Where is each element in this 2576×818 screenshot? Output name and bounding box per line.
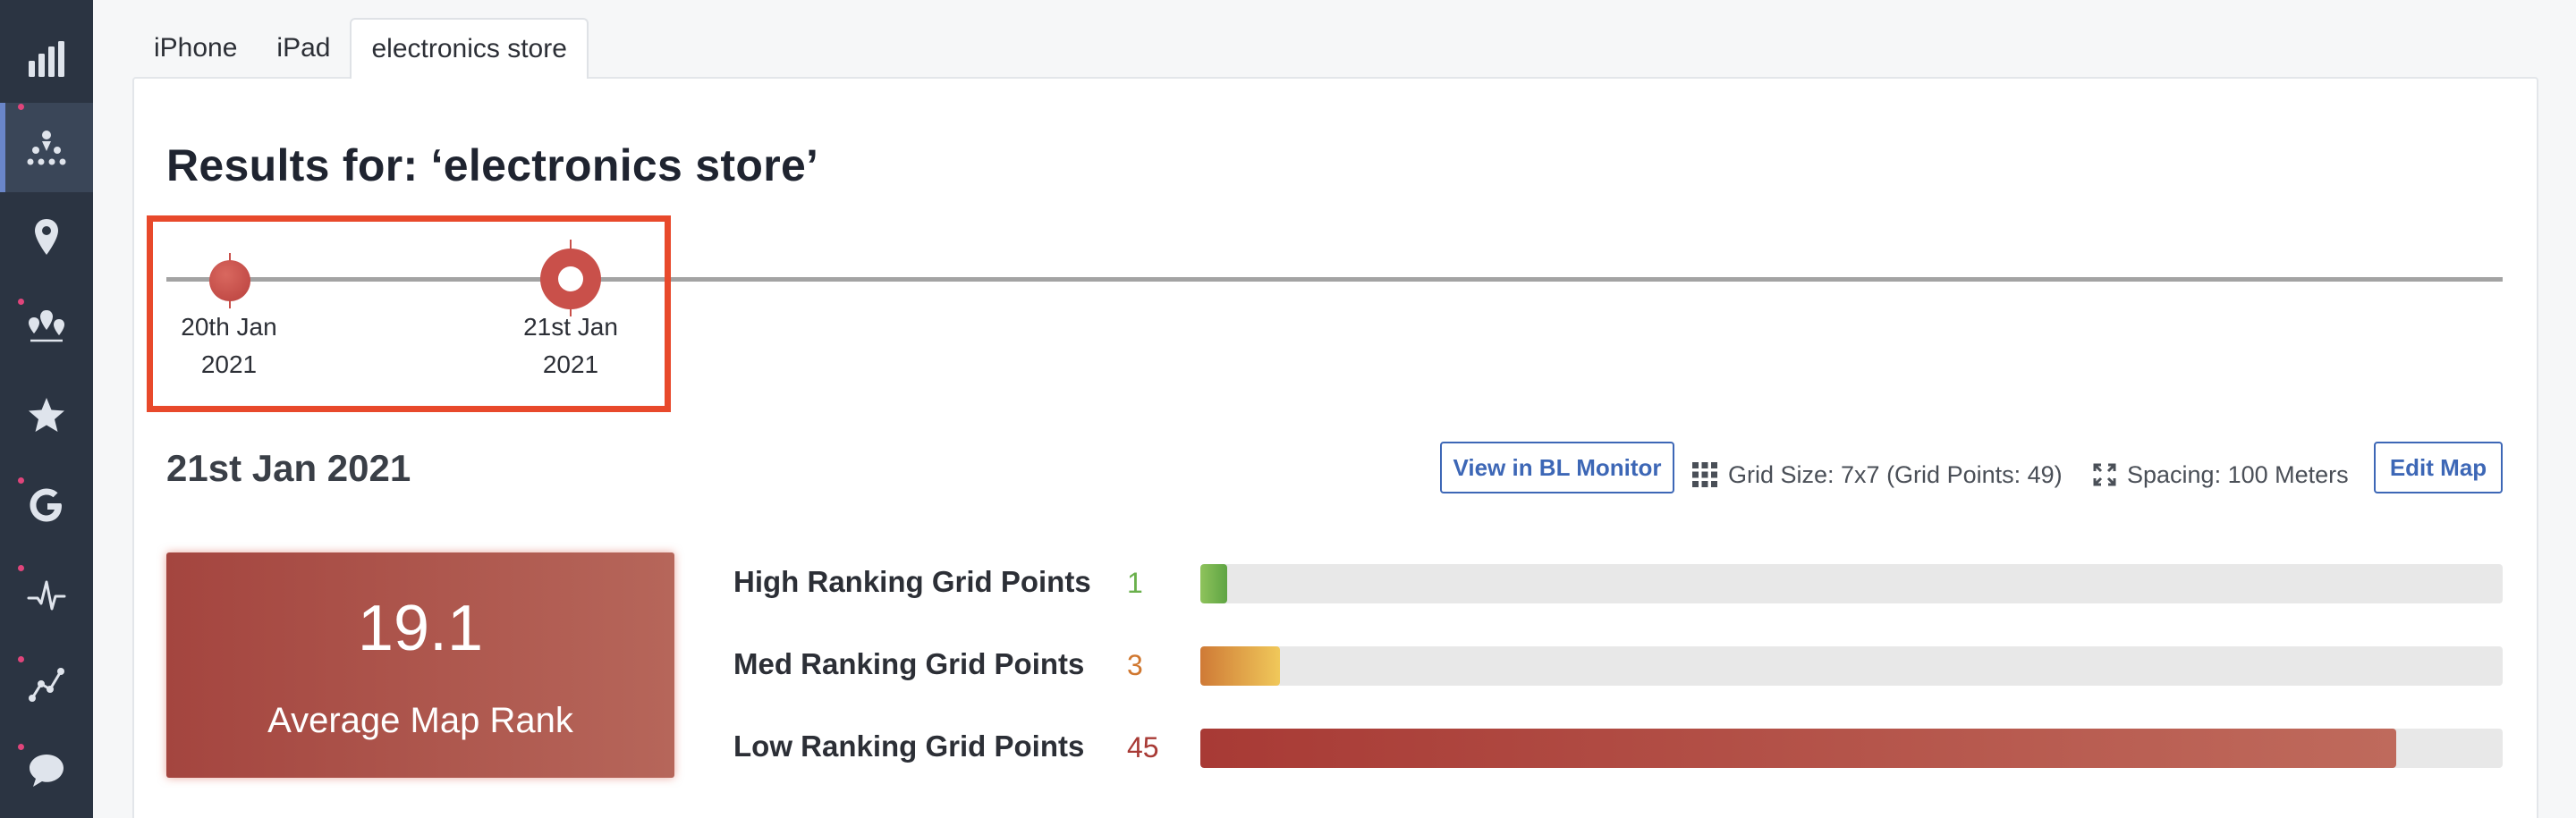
trend-line-icon bbox=[29, 668, 64, 702]
expand-icon bbox=[2093, 463, 2116, 486]
ranking-count-med: 3 bbox=[1127, 649, 1143, 681]
ranking-bar-track bbox=[1200, 729, 2503, 768]
page-title: Results for: ‘electronics store’ bbox=[166, 140, 819, 190]
tab-ipad[interactable]: iPad bbox=[276, 33, 331, 63]
notification-dot bbox=[18, 299, 24, 305]
star-icon bbox=[29, 398, 64, 432]
edit-map-button[interactable]: Edit Map bbox=[2374, 442, 2503, 493]
keyword-tabs: iPhone iPad electronics store bbox=[134, 18, 589, 79]
notification-dot bbox=[18, 104, 24, 110]
sidebar-item-reports[interactable] bbox=[0, 14, 93, 104]
sidebar-item-chat[interactable] bbox=[0, 726, 93, 815]
timeline-label-21st-jan[interactable]: 21st Jan 2021 bbox=[499, 308, 642, 384]
timeline-label-line2: 2021 bbox=[200, 350, 258, 378]
google-icon bbox=[30, 488, 62, 522]
chat-bubble-icon bbox=[30, 755, 64, 787]
grid-rank-icon bbox=[27, 131, 66, 165]
sidebar bbox=[0, 0, 93, 818]
selected-date-heading: 21st Jan 2021 bbox=[166, 447, 411, 489]
ranking-label: High Ranking Grid Points bbox=[733, 565, 1091, 598]
notification-dot bbox=[18, 477, 24, 484]
ranking-bar-track bbox=[1200, 646, 2503, 686]
average-map-rank-value: 19.1 bbox=[357, 593, 484, 664]
timeline-label-line2: 2021 bbox=[542, 350, 599, 378]
spacing-info: Spacing: 100 Meters bbox=[2093, 452, 2349, 497]
ranking-bar-track bbox=[1200, 564, 2503, 603]
sidebar-item-monitor[interactable] bbox=[0, 550, 93, 639]
ranking-label: Med Ranking Grid Points bbox=[733, 647, 1085, 680]
average-map-rank-label: Average Map Rank bbox=[267, 701, 573, 740]
timeline-label-line1: 20th Jan bbox=[181, 313, 277, 341]
spacing-text: Spacing: 100 Meters bbox=[2127, 460, 2349, 488]
grid-size-info: Grid Size: 7x7 (Grid Points: 49) bbox=[1692, 452, 2063, 497]
timeline-track bbox=[166, 277, 2503, 282]
sidebar-item-reviews[interactable] bbox=[0, 371, 93, 460]
ranking-label: Low Ranking Grid Points bbox=[733, 729, 1085, 763]
sidebar-item-google[interactable] bbox=[0, 460, 93, 550]
grid-icon bbox=[1692, 462, 1717, 487]
ranking-count-high: 1 bbox=[1127, 567, 1143, 599]
tab-electronics-store[interactable]: electronics store bbox=[350, 18, 589, 79]
grid-size-text: Grid Size: 7x7 (Grid Points: 49) bbox=[1728, 460, 2063, 488]
average-map-rank-card: 19.1 Average Map Rank bbox=[166, 552, 674, 778]
sidebar-item-local-rank-grid[interactable] bbox=[0, 103, 93, 192]
ranking-count-low: 45 bbox=[1127, 731, 1159, 763]
ranking-bar-fill-low bbox=[1200, 729, 2396, 768]
ranking-bar-fill-high bbox=[1200, 564, 1227, 603]
bar-chart-icon bbox=[29, 41, 64, 77]
tab-iphone[interactable]: iPhone bbox=[154, 33, 238, 63]
sidebar-item-citations[interactable] bbox=[0, 282, 93, 371]
timeline-label-20th-jan[interactable]: 20th Jan 2021 bbox=[157, 308, 301, 384]
sidebar-item-locations[interactable] bbox=[0, 192, 93, 282]
timeline-label-line1: 21st Jan bbox=[523, 313, 618, 341]
pulse-icon bbox=[27, 580, 66, 611]
timeline-node-21st-jan-selected[interactable] bbox=[540, 249, 601, 309]
sidebar-item-tracker[interactable] bbox=[0, 639, 93, 729]
ranking-bar-fill-med bbox=[1200, 646, 1281, 686]
timeline-node-20th-jan[interactable] bbox=[209, 260, 250, 301]
view-in-bl-monitor-button[interactable]: View in BL Monitor bbox=[1440, 442, 1674, 493]
notification-dot bbox=[18, 744, 24, 750]
notification-dot bbox=[18, 656, 24, 662]
notification-dot bbox=[18, 565, 24, 571]
map-pin-icon bbox=[35, 219, 58, 255]
multi-pin-icon bbox=[29, 310, 64, 342]
timeline-highlight-box bbox=[147, 215, 671, 412]
